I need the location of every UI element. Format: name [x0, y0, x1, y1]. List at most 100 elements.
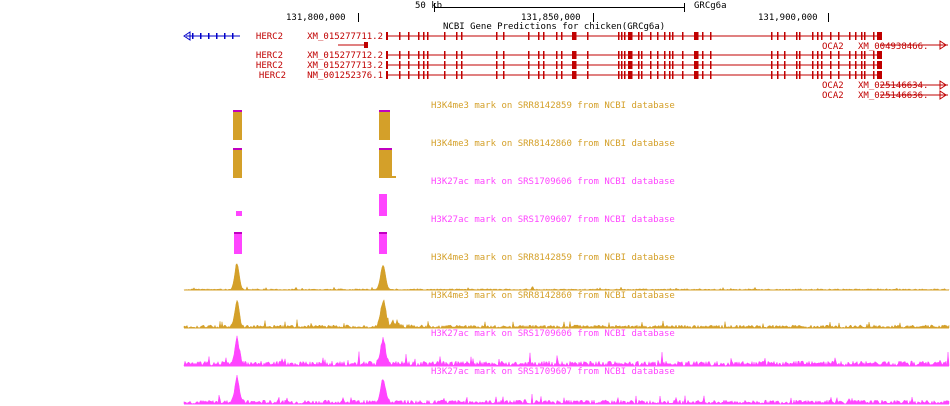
gene-accession[interactable]: XM_015277712.2 — [307, 51, 383, 61]
scale-bar-left-tick — [434, 3, 435, 12]
gene-exon — [618, 61, 620, 69]
gene-exon — [664, 71, 666, 79]
gene-exon — [587, 71, 589, 79]
gene-exon — [364, 42, 368, 48]
track-title[interactable]: H3K27ac mark on SRS1709607 from NCBI dat… — [431, 215, 675, 225]
gene-exon — [386, 51, 388, 59]
gene-exon — [771, 61, 773, 69]
gene-exon — [543, 71, 545, 79]
gene-exon — [799, 61, 801, 69]
gene-exon — [702, 71, 704, 79]
gene-exon — [621, 32, 623, 40]
gene-exon — [444, 32, 446, 40]
gene-exon — [799, 51, 801, 59]
gene-exon — [572, 71, 577, 79]
gene-exon — [444, 51, 446, 59]
gene-symbol[interactable]: HERC2 — [255, 32, 283, 42]
peak-bar-cap — [379, 110, 390, 112]
peak-bar — [236, 211, 242, 216]
gene-exon — [669, 51, 671, 59]
gene-exon — [456, 32, 458, 40]
gene-exon — [771, 51, 773, 59]
gene-symbol[interactable]: OCA2 — [822, 81, 844, 91]
track-title[interactable]: H3K4me3 mark on SRR8142860 from NCBI dat… — [431, 291, 675, 301]
gene-exon — [408, 61, 410, 69]
gene-strand-arrow — [939, 40, 947, 50]
gene-accession[interactable]: XM_015277713.2 — [307, 61, 383, 71]
gene-exon — [849, 61, 851, 69]
gene-accession[interactable]: XM_004938466. — [858, 42, 929, 52]
gene-exon — [873, 61, 875, 69]
gene-symbol[interactable]: HERC2 — [258, 71, 286, 81]
gene-strand-arrow — [939, 90, 947, 100]
gene-exon — [456, 61, 458, 69]
gene-exon — [399, 32, 401, 40]
gene-exon — [812, 51, 814, 59]
gene-track-title: NCBI Gene Predictions for chicken(GRCg6a… — [443, 22, 666, 32]
gene-accession[interactable]: NM_001252376.1 — [307, 71, 383, 81]
gene-exon — [408, 51, 410, 59]
gene-exon — [864, 32, 866, 40]
gene-exon — [821, 71, 823, 79]
gene-exon — [556, 51, 558, 59]
gene-symbol[interactable]: HERC2 — [255, 51, 283, 61]
gene-exon — [232, 33, 234, 39]
gene-exon — [444, 71, 446, 79]
position-label: 131,800,000 — [286, 13, 346, 23]
gene-exon — [694, 71, 699, 79]
gene-exon — [877, 61, 882, 69]
gene-accession[interactable]: XM_025146636. — [858, 91, 929, 101]
gene-exon — [624, 71, 626, 79]
gene-exon — [669, 61, 671, 69]
gene-exon — [694, 61, 699, 69]
gene-exon — [669, 32, 671, 40]
gene-exon — [710, 71, 712, 79]
gene-exon — [817, 61, 819, 69]
gene-accession[interactable]: XM_015277711.2 — [307, 32, 383, 42]
gene-exon — [427, 32, 429, 40]
track-title[interactable]: H3K27ac mark on SRS1709606 from NCBI dat… — [431, 329, 675, 339]
gene-exon — [784, 61, 786, 69]
gene-exon — [664, 61, 666, 69]
gene-exon — [556, 71, 558, 79]
assembly-label: GRCg6a — [694, 1, 727, 11]
gene-models[interactable] — [0, 0, 950, 106]
peak-bar — [379, 110, 390, 140]
gene-exon — [461, 51, 463, 59]
gene-exon — [621, 71, 623, 79]
peak-bar — [392, 176, 396, 178]
peak-bar-cap — [234, 232, 242, 234]
gene-exon — [503, 71, 505, 79]
track-title[interactable]: H3K27ac mark on SRS1709607 from NCBI dat… — [431, 367, 675, 377]
gene-exon — [624, 51, 626, 59]
gene-exon — [682, 71, 684, 79]
track-title[interactable]: H3K27ac mark on SRS1709606 from NCBI dat… — [431, 177, 675, 187]
gene-exon — [399, 61, 401, 69]
gene-exon — [538, 61, 540, 69]
gene-accession[interactable]: XM_025146634. — [858, 81, 929, 91]
scale-bar — [434, 7, 685, 8]
gene-exon — [621, 51, 623, 59]
gene-exon — [650, 32, 652, 40]
gene-exon — [777, 71, 779, 79]
gene-exon — [861, 32, 863, 40]
gene-exon — [710, 32, 712, 40]
gene-exon — [538, 51, 540, 59]
gene-exon — [461, 32, 463, 40]
gene-exon — [618, 51, 620, 59]
gene-exon — [423, 61, 425, 69]
peak-bar — [233, 148, 242, 178]
gene-exon — [386, 71, 388, 79]
gene-exon — [873, 71, 875, 79]
track-title[interactable]: H3K4me3 mark on SRR8142859 from NCBI dat… — [431, 101, 675, 111]
gene-exon — [561, 32, 563, 40]
gene-exon — [650, 71, 652, 79]
gene-symbol[interactable]: OCA2 — [822, 42, 844, 52]
track-title[interactable]: H3K4me3 mark on SRR8142860 from NCBI dat… — [431, 139, 675, 149]
gene-symbol[interactable]: HERC2 — [255, 61, 283, 71]
gene-symbol[interactable]: OCA2 — [822, 91, 844, 101]
track-title[interactable]: H3K4me3 mark on SRR8142859 from NCBI dat… — [431, 253, 675, 263]
gene-exon — [423, 32, 425, 40]
signal-wiggle — [183, 299, 950, 329]
